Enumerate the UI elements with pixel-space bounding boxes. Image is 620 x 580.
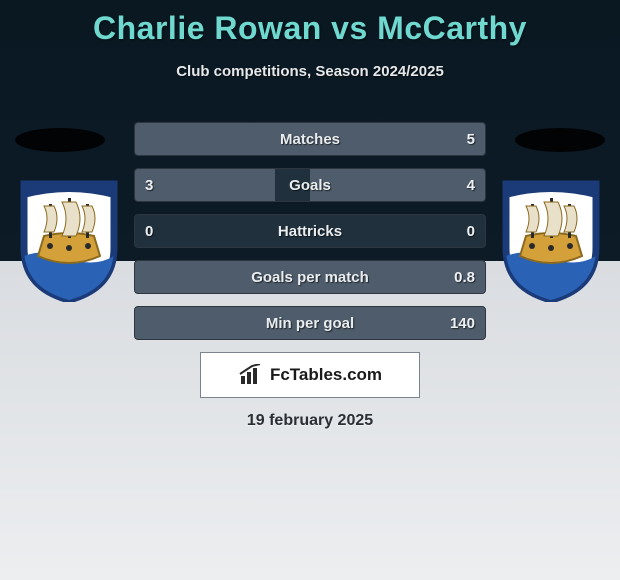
brand-text: FcTables.com [270,365,382,385]
club-crest-right [496,178,606,302]
player-shadow-right [515,128,605,152]
stat-row: 0.8Goals per match [134,260,486,294]
page-title: Charlie Rowan vs McCarthy [0,0,620,47]
date-text: 19 february 2025 [0,412,620,430]
brand-box: FcTables.com [200,352,420,398]
stat-label: Matches [135,123,485,155]
stat-row: 34Goals [134,168,486,202]
stat-row: 5Matches [134,122,486,156]
stat-label: Goals per match [135,261,485,293]
stat-row: 00Hattricks [134,214,486,248]
chart-icon [238,364,264,386]
club-crest-left [14,178,124,302]
stats-bars: 5Matches 34Goals 00Hattricks 0.8Goals per m… [134,122,486,352]
subtitle: Club competitions, Season 2024/2025 [0,63,620,80]
stat-label: Min per goal [135,307,485,339]
player-shadow-left [15,128,105,152]
stat-row: 140Min per goal [134,306,486,340]
stat-label: Goals [135,169,485,201]
stat-label: Hattricks [135,215,485,247]
